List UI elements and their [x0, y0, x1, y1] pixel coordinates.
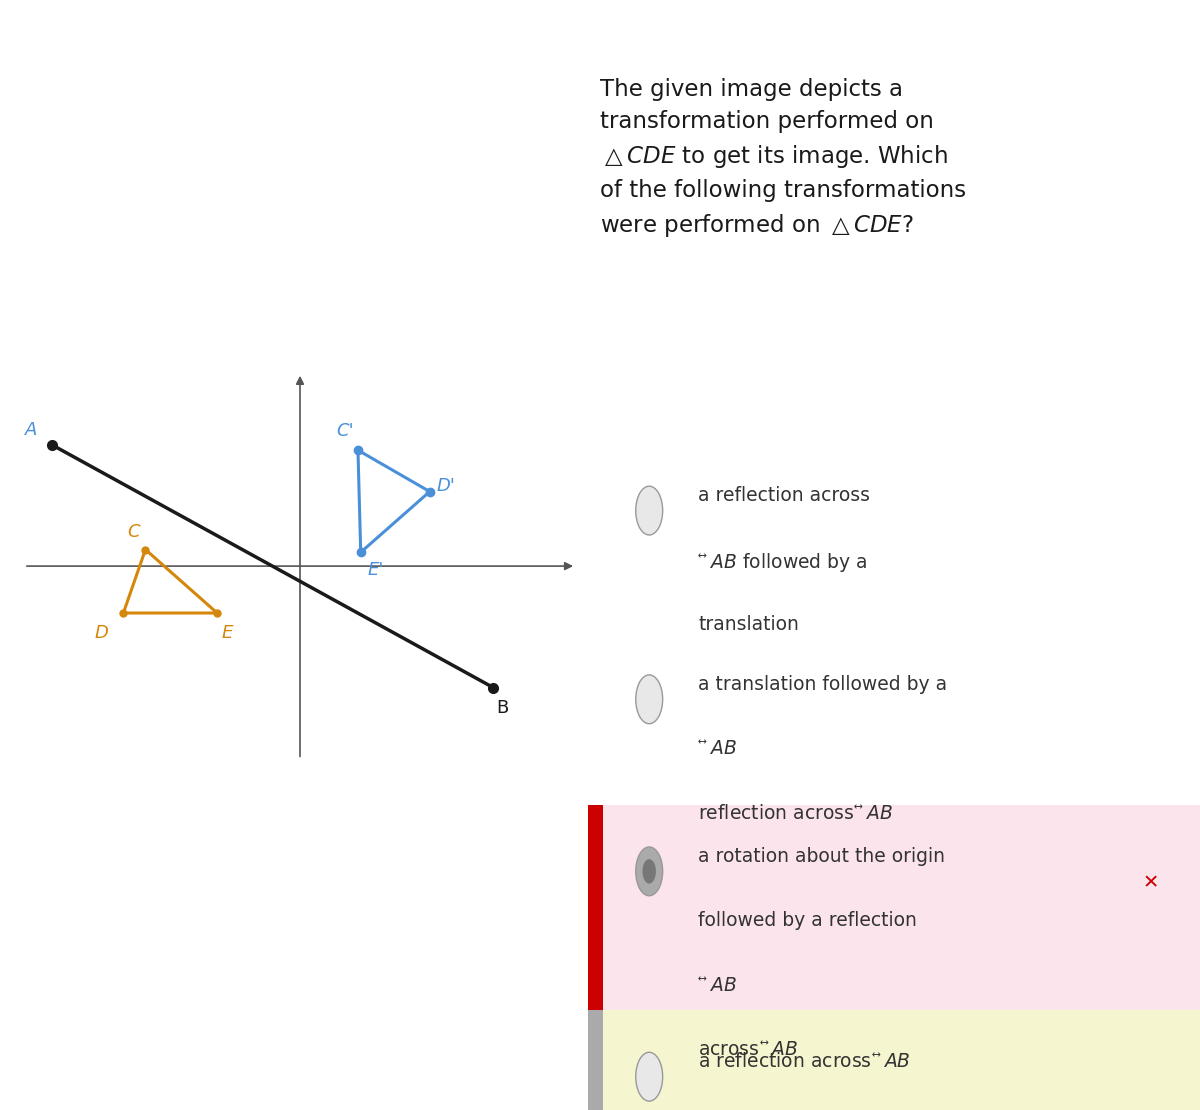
Bar: [588, 1010, 604, 1110]
Text: $\overleftrightarrow{AB}$: $\overleftrightarrow{AB}$: [698, 739, 737, 758]
Circle shape: [636, 486, 662, 535]
Text: a reflection across: a reflection across: [698, 486, 870, 505]
Circle shape: [636, 847, 662, 896]
Text: The given image depicts a
transformation performed on
$\triangle CDE$ to get its: The given image depicts a transformation…: [600, 78, 966, 239]
Circle shape: [642, 859, 656, 884]
Text: reflection across $\overleftrightarrow{AB}$: reflection across $\overleftrightarrow{A…: [698, 804, 893, 823]
Bar: [588, 805, 604, 1094]
Text: $\overleftrightarrow{AB}$: $\overleftrightarrow{AB}$: [698, 976, 737, 995]
Text: ✕: ✕: [1142, 872, 1159, 892]
Text: A: A: [25, 421, 38, 440]
Text: translation: translation: [698, 615, 799, 634]
Text: C: C: [127, 523, 140, 542]
Text: C': C': [336, 422, 354, 441]
FancyBboxPatch shape: [588, 805, 1200, 1094]
Text: a rotation about the origin: a rotation about the origin: [698, 847, 946, 866]
Text: a translation followed by a: a translation followed by a: [698, 675, 947, 694]
Circle shape: [636, 1052, 662, 1101]
Text: $\overleftrightarrow{AB}$ followed by a: $\overleftrightarrow{AB}$ followed by a: [698, 551, 868, 574]
Text: E': E': [367, 561, 384, 578]
Text: E: E: [222, 624, 233, 642]
FancyBboxPatch shape: [588, 1010, 1200, 1110]
Text: followed by a reflection: followed by a reflection: [698, 911, 917, 930]
Text: B: B: [496, 698, 509, 717]
Text: D': D': [437, 477, 455, 495]
Circle shape: [636, 675, 662, 724]
Text: a reflection across $\overleftrightarrow{AB}$: a reflection across $\overleftrightarrow…: [698, 1052, 911, 1071]
Text: across $\overleftrightarrow{AB}$: across $\overleftrightarrow{AB}$: [698, 1040, 798, 1059]
Text: D: D: [94, 624, 108, 642]
